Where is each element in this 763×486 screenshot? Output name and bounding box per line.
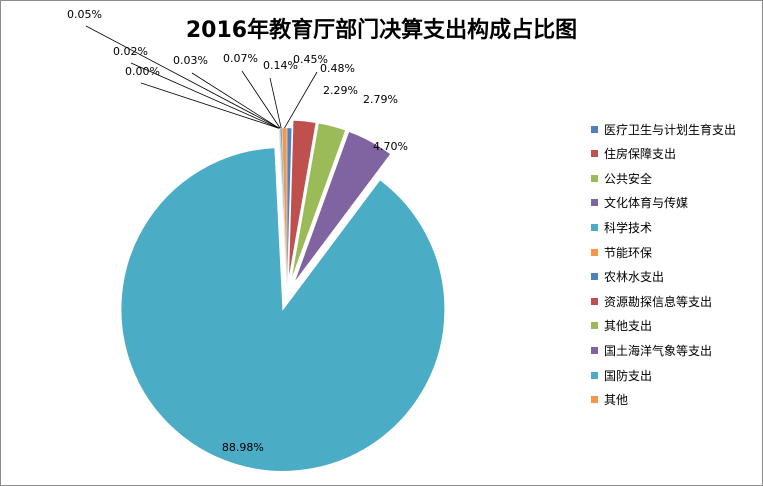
leader-line-11 [269,77,282,129]
legend-label: 国土海洋气象等支出 [604,343,713,358]
data-label-1: 0.45% [293,53,328,66]
leader-line-8 [191,72,280,129]
legend-item-2: 住房保障支出 [591,146,676,162]
legend-swatch [591,322,598,330]
pie-slice-5 [120,147,446,472]
legend-swatch [591,273,598,281]
legend-swatch [591,297,598,305]
legend-swatch [591,248,598,256]
leader-line-12 [284,71,318,129]
legend-item-9: 其他支出 [591,318,652,334]
legend-label: 科学技术 [604,220,653,235]
legend-label: 其他支出 [604,319,653,334]
legend-label: 节能环保 [604,245,653,260]
data-label-3: 2.79% [363,93,398,106]
legend-label: 其他 [604,393,629,408]
legend-label: 国防支出 [604,368,653,383]
data-label-7: 0.02% [113,45,148,58]
data-label-8: 0.03% [173,54,208,67]
data-label-11: 0.14% [263,59,298,72]
legend-item-7: 农林水支出 [591,269,664,285]
legend-item-11: 国防支出 [591,367,652,383]
data-label-5: 88.98% [222,441,264,454]
leader-line-7 [130,62,279,129]
data-label-6: 0.00% [125,65,160,78]
data-label-10: 0.07% [223,52,258,65]
legend-label: 公共安全 [604,171,653,186]
pie-slice-2 [287,119,317,283]
legend-item-10: 国土海洋气象等支出 [591,342,712,358]
legend-swatch [591,199,598,207]
data-label-9: 0.05% [67,8,102,21]
pie-slice-3 [290,122,347,283]
pie-slice-1 [286,127,292,291]
leader-line-6 [140,82,279,129]
legend-item-3: 公共安全 [591,170,652,186]
legend-swatch [591,371,598,379]
data-label-4: 4.70% [373,140,408,153]
legend-item-1: 医疗卫生与计划生育支出 [591,121,736,137]
legend-label: 农林水支出 [604,270,665,285]
legend-label: 医疗卫生与计划生育支出 [604,122,737,137]
data-label-2: 2.29% [323,84,358,97]
legend-swatch [591,174,598,182]
legend-swatch [591,150,598,158]
legend-swatch [591,346,598,354]
legend-item-8: 资源勘探信息等支出 [591,293,712,309]
legend-swatch [591,125,598,133]
legend-swatch [591,223,598,231]
legend-item-6: 节能环保 [591,244,652,260]
legend-label: 文化体育与传媒 [604,196,689,211]
leader-line-9 [85,25,280,129]
chart-title: 2016年教育厅部门决算支出构成占比图 [185,18,578,43]
legend-item-5: 科学技术 [591,219,652,235]
legend-label: 资源勘探信息等支出 [604,294,713,309]
legend-swatch [591,396,598,404]
pie-slice-4 [293,130,392,284]
legend-label: 住房保障支出 [604,147,677,162]
legend-item-4: 文化体育与传媒 [591,195,688,211]
leader-line-10 [241,70,281,129]
data-label-12: 0.48% [320,62,355,75]
legend-item-12: 其他 [591,392,628,408]
